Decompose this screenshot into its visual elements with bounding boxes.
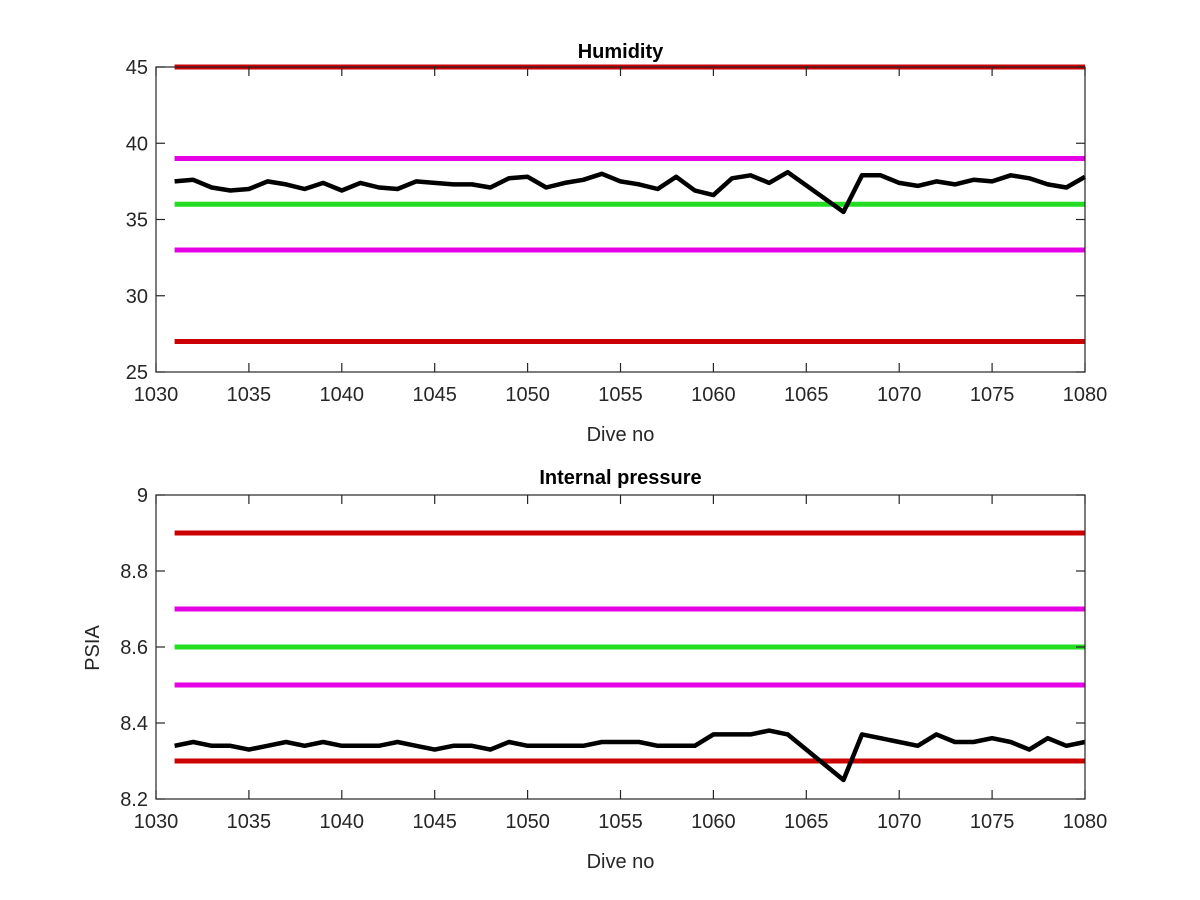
humidity-series (174, 169, 1087, 215)
humidity-x-tick-label: 1045 (412, 384, 457, 406)
pressure-x-tick-label: 1070 (877, 811, 922, 833)
humidity-x-tick-label: 1040 (320, 384, 365, 406)
humidity-x-tick-label: 1065 (784, 384, 829, 406)
humidity-y-tick-label: 40 (126, 133, 148, 155)
pressure-x-tick-label: 1050 (505, 811, 550, 833)
humidity-x-tick-label: 1035 (227, 384, 272, 406)
humidity-x-tick-label: 1080 (1063, 384, 1108, 406)
humidity-x-tick-label: 1055 (598, 384, 643, 406)
humidity-title: Humidity (578, 41, 664, 63)
pressure-x-tick-label: 1055 (598, 811, 643, 833)
humidity-y-tick-label: 30 (126, 286, 148, 308)
pressure-x-tick-label: 1030 (134, 811, 179, 833)
pressure-data-line-0 (174, 728, 1086, 783)
pressure-y-tick-label: 8.8 (120, 561, 148, 583)
pressure-y-tick-label: 8.6 (120, 637, 148, 659)
humidity-x-tick-label: 1050 (505, 384, 550, 406)
pressure-y-axis-label: PSIA (82, 625, 104, 671)
pressure-y-tick-label: 8.2 (120, 789, 148, 811)
humidity-x-tick-label: 1030 (134, 384, 179, 406)
pressure-x-tick-label: 1040 (320, 811, 365, 833)
pressure-x-tick-label: 1080 (1063, 811, 1108, 833)
humidity-y-tick-label: 35 (126, 210, 148, 232)
pressure-subplot: Internal pressure 1030 1035 1040 1045 1050 10… (82, 467, 1107, 873)
pressure-reference-lines (174, 530, 1085, 764)
pressure-x-axis-label: Dive no (587, 851, 655, 873)
humidity-axes: 1030 1035 1040 1045 1050 1055 1060 1065 1070 1075… (126, 57, 1108, 406)
pressure-series (174, 728, 1086, 783)
pressure-x-tick-label: 1060 (691, 811, 736, 833)
humidity-x-tick-label: 1070 (877, 384, 922, 406)
humidity-subplot: Humidity 1030 1035 1040 1045 1050 1055 1060 106… (126, 41, 1108, 446)
humidity-data-line-0 (174, 169, 1087, 215)
humidity-y-tick-label: 45 (126, 57, 148, 79)
humidity-x-axis-label: Dive no (587, 424, 655, 446)
pressure-x-tick-label: 1075 (970, 811, 1015, 833)
humidity-x-tick-label: 1075 (970, 384, 1015, 406)
pressure-x-tick-label: 1065 (784, 811, 829, 833)
pressure-title: Internal pressure (539, 467, 701, 489)
pressure-x-tick-label: 1045 (412, 811, 457, 833)
humidity-x-tick-label: 1060 (691, 384, 736, 406)
pressure-x-tick-label: 1035 (227, 811, 272, 833)
pressure-y-tick-label: 9 (137, 485, 148, 507)
pressure-axes: 1030 1035 1040 1045 1050 1055 1060 1065 1070 1075… (120, 485, 1107, 833)
humidity-y-tick-label: 25 (126, 362, 148, 384)
pressure-y-tick-label: 8.4 (120, 713, 148, 735)
